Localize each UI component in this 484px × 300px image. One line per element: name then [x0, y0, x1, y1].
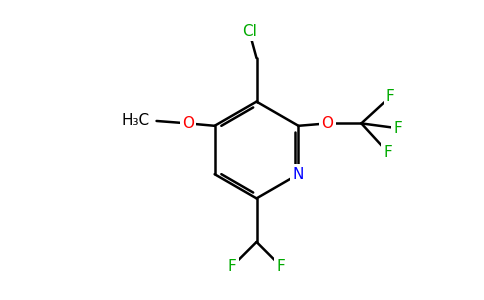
- Text: N: N: [293, 167, 304, 182]
- Text: Cl: Cl: [242, 24, 257, 39]
- Text: H₃C: H₃C: [121, 113, 149, 128]
- Text: O: O: [182, 116, 194, 131]
- Text: F: F: [228, 259, 237, 274]
- Text: F: F: [383, 145, 393, 160]
- Text: F: F: [393, 121, 402, 136]
- Text: O: O: [321, 116, 333, 131]
- Text: F: F: [276, 259, 285, 274]
- Text: F: F: [386, 89, 395, 104]
